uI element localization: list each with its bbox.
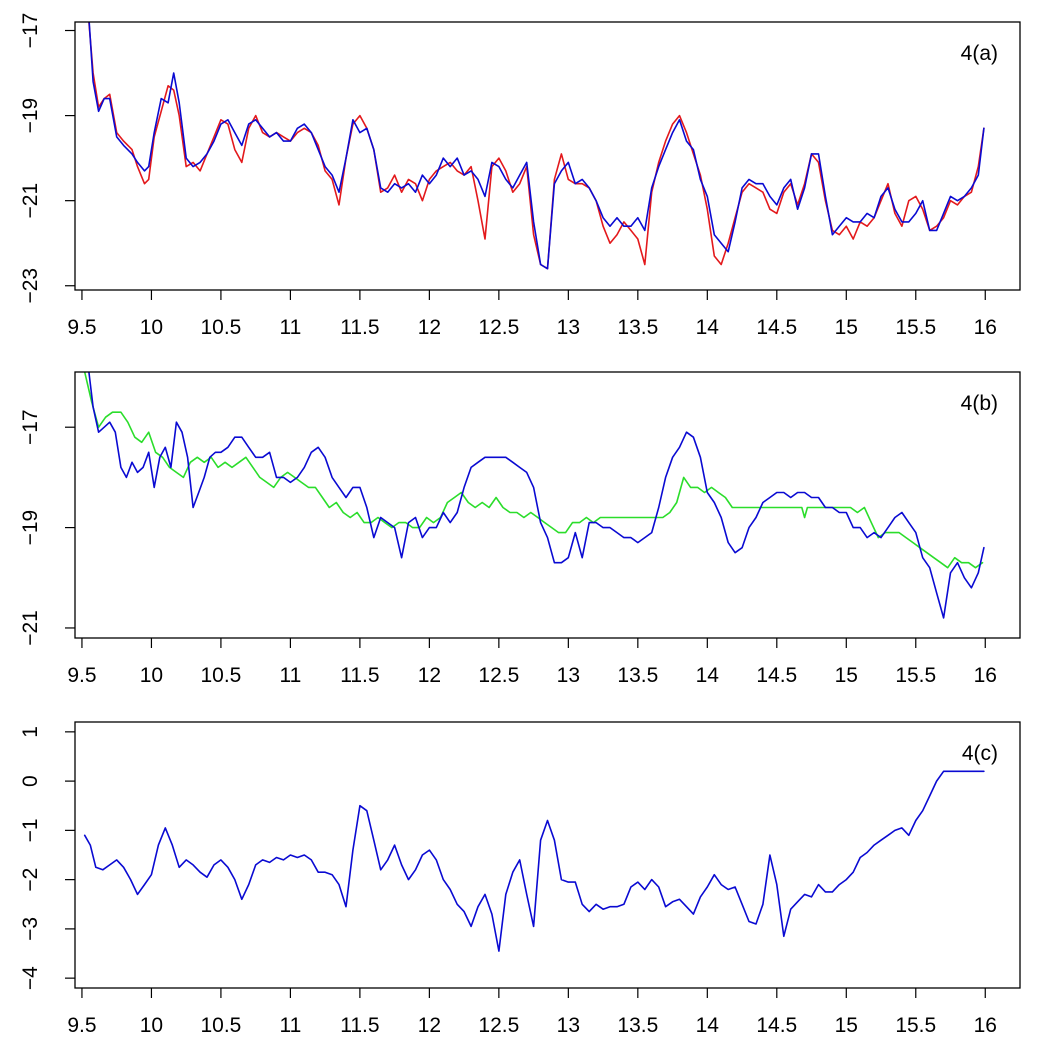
x-tick-label: 15.5 — [895, 1014, 936, 1037]
x-tick-label: 10.5 — [200, 1014, 241, 1037]
x-tick-label: 10 — [140, 664, 163, 687]
y-tick-label: −19 — [19, 510, 42, 546]
x-tick-label: 13 — [557, 1014, 580, 1037]
series-line-blue — [83, 770, 985, 952]
x-tick-label: 14 — [696, 316, 720, 339]
x-tick-label: 10 — [140, 1014, 163, 1037]
panel-label: 4(a) — [961, 42, 998, 65]
y-tick-label: −23 — [19, 268, 42, 304]
x-tick-label: 12 — [418, 1014, 441, 1037]
series-line-red — [88, 22, 985, 270]
series-line-green — [83, 372, 984, 569]
y-tick-label: −2 — [19, 868, 42, 892]
x-tick-label: 12.5 — [478, 1014, 519, 1037]
x-tick-label: 10 — [140, 316, 163, 339]
series-line-blue — [88, 372, 985, 619]
series-group — [83, 372, 985, 619]
x-tick-label: 14.5 — [756, 316, 797, 339]
x-tick-label: 12 — [418, 316, 441, 339]
panel-3: 9.5 10 10.5 11 11.5 12 12.5 13 13.5 14 14.5 15 15.5 1… — [19, 721, 1021, 1037]
panel-2: 9.5 10 10.5 11 11.5 12 12.5 13 13.5 14 14.5 15 15.5 1… — [19, 371, 1021, 687]
x-tick-label: 11 — [279, 664, 301, 687]
x-tick-label: 14 — [696, 664, 720, 687]
x-tick-label: 11 — [279, 316, 301, 339]
x-tick-label: 13 — [557, 664, 580, 687]
x-tick-label: 15.5 — [895, 316, 936, 339]
x-tick-label: 11.5 — [340, 316, 379, 339]
y-tick-label: −21 — [19, 183, 42, 219]
x-tick-label: 14 — [696, 1014, 720, 1037]
x-tick-label: 13 — [557, 316, 580, 339]
y-tick-label: −3 — [19, 917, 42, 941]
y-tick-label: 0 — [19, 775, 42, 787]
plot-frame — [74, 21, 1021, 291]
x-tick-label: 13.5 — [617, 664, 658, 687]
x-tick-label: 11.5 — [340, 1014, 379, 1037]
y-tick-label: −21 — [19, 610, 42, 646]
x-tick-label: 12 — [418, 664, 441, 687]
series-line-blue — [88, 22, 985, 270]
x-tick-label: 15 — [835, 1014, 858, 1037]
plot-frame — [74, 721, 1021, 989]
x-tick-label: 15.5 — [895, 664, 936, 687]
y-tick-label: −17 — [19, 13, 42, 49]
x-tick-label: 15 — [835, 316, 858, 339]
x-tick-label: 10.5 — [200, 316, 241, 339]
x-tick-label: 16 — [974, 664, 997, 687]
x-tick-label: 11 — [279, 1014, 301, 1037]
y-tick-label: −4 — [19, 966, 42, 990]
panel-label: 4(b) — [961, 392, 998, 415]
x-tick-label: 14.5 — [756, 1014, 797, 1037]
plot-frame — [74, 371, 1021, 639]
y-tick-label: −19 — [19, 98, 42, 134]
x-tick-label: 15 — [835, 664, 858, 687]
x-tick-label: 12.5 — [478, 664, 519, 687]
x-tick-label: 9.5 — [67, 664, 96, 687]
x-tick-label: 16 — [974, 1014, 997, 1037]
series-group — [88, 22, 985, 270]
x-tick-label: 16 — [974, 316, 997, 339]
x-tick-label: 10.5 — [200, 664, 241, 687]
x-tick-label: 12.5 — [478, 316, 519, 339]
x-tick-label: 14.5 — [756, 664, 797, 687]
series-group — [83, 770, 985, 952]
x-tick-label: 13.5 — [617, 316, 658, 339]
x-tick-label: 9.5 — [67, 316, 96, 339]
panel-1: 9.5 10 10.5 11 11.5 12 12.5 13 13.5 14 14.5 15 15.5 1… — [19, 13, 1021, 339]
x-tick-label: 13.5 — [617, 1014, 658, 1037]
x-tick-label: 11.5 — [340, 664, 379, 687]
y-tick-label: 1 — [19, 726, 42, 738]
y-tick-label: −17 — [19, 409, 42, 445]
panel-label: 4(c) — [962, 742, 998, 765]
y-tick-label: −1 — [19, 818, 42, 842]
x-tick-label: 9.5 — [67, 1014, 96, 1037]
